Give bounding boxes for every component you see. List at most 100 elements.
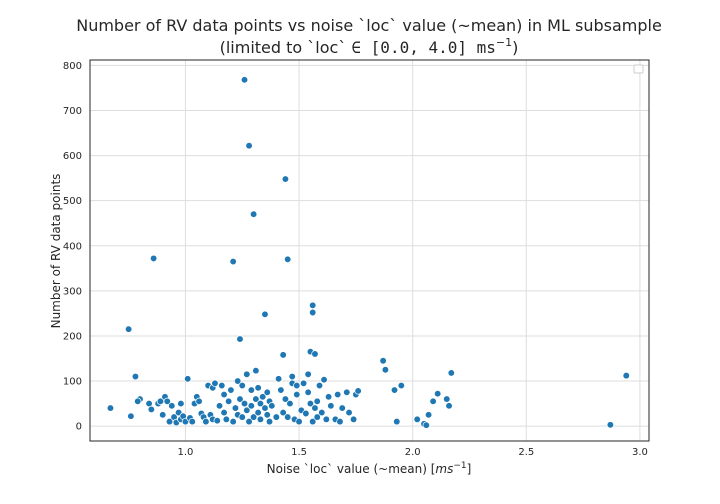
data-point xyxy=(381,366,390,374)
data-point xyxy=(281,395,290,403)
data-point xyxy=(288,372,296,381)
grid-lines xyxy=(90,60,649,441)
y-tick-label: 0 xyxy=(76,422,82,433)
data-point xyxy=(334,390,342,399)
data-point xyxy=(220,408,228,417)
x-axis-label: Noise `loc` value (~mean) [ms−1] xyxy=(267,461,472,476)
data-point xyxy=(211,379,219,387)
data-point xyxy=(309,417,317,426)
data-point xyxy=(263,411,271,419)
data-point xyxy=(234,377,242,385)
data-point xyxy=(229,417,237,426)
data-point xyxy=(443,395,451,403)
data-point xyxy=(324,393,333,401)
data-point xyxy=(134,397,142,405)
data-point xyxy=(304,388,312,396)
data-point xyxy=(220,390,228,399)
x-axis-ticks: 1.0 1.5 2.0 2.5 3.0 xyxy=(177,447,647,458)
data-point xyxy=(606,421,615,429)
data-point xyxy=(177,399,185,408)
data-point xyxy=(184,375,192,383)
data-point xyxy=(163,397,171,405)
data-point xyxy=(313,397,321,405)
y-tick-label: 400 xyxy=(63,241,82,252)
data-point xyxy=(390,386,399,394)
data-point xyxy=(247,402,255,410)
y-tick-label: 300 xyxy=(63,286,82,297)
data-point xyxy=(622,371,630,380)
data-point xyxy=(286,399,294,408)
data-point xyxy=(268,402,276,410)
legend-box xyxy=(633,64,644,74)
x-tick-label: 1.0 xyxy=(177,447,193,458)
data-point xyxy=(343,388,351,396)
data-point xyxy=(354,387,362,395)
data-point xyxy=(279,408,287,417)
data-point xyxy=(243,406,251,414)
data-point xyxy=(445,402,453,410)
data-point xyxy=(311,404,319,412)
data-point xyxy=(277,386,285,394)
data-point xyxy=(240,399,249,408)
data-point xyxy=(238,413,246,421)
chart-title-line2: (limited to `loc` ∈ [0.0, 4.0] ms−1) xyxy=(220,36,519,57)
data-point xyxy=(124,325,133,333)
x-tick-label: 1.5 xyxy=(291,447,307,458)
data-point xyxy=(261,310,269,318)
data-point xyxy=(315,381,324,390)
data-point xyxy=(284,413,292,421)
data-point xyxy=(236,395,244,403)
data-point xyxy=(236,335,244,343)
data-point xyxy=(309,301,317,309)
x-tick-label: 2.5 xyxy=(518,447,534,458)
y-tick-label: 200 xyxy=(63,331,82,342)
data-point xyxy=(318,408,326,417)
data-point xyxy=(263,388,271,396)
y-tick-label: 600 xyxy=(63,151,82,162)
y-tick-label: 100 xyxy=(63,377,82,388)
data-point xyxy=(322,415,330,424)
data-point xyxy=(313,413,321,421)
data-point xyxy=(147,405,156,414)
data-point xyxy=(274,375,283,383)
data-point xyxy=(345,408,353,417)
data-point xyxy=(336,417,344,426)
data-point xyxy=(256,399,265,408)
data-point xyxy=(254,408,262,417)
data-point xyxy=(254,384,262,392)
data-point xyxy=(243,370,251,378)
plot-frame xyxy=(89,59,650,442)
data-point xyxy=(284,255,292,263)
data-point xyxy=(281,175,290,183)
data-point xyxy=(302,409,310,418)
data-point xyxy=(397,381,405,390)
data-point xyxy=(106,404,115,412)
data-point xyxy=(252,395,260,403)
data-point xyxy=(413,415,421,424)
data-point xyxy=(240,76,249,84)
chart-title-line1: Number of RV data points vs noise `loc` … xyxy=(76,16,662,35)
y-tick-label: 700 xyxy=(63,106,82,117)
data-point xyxy=(215,402,224,410)
data-point xyxy=(279,351,287,359)
data-point xyxy=(447,369,455,377)
data-point xyxy=(195,397,203,405)
data-point xyxy=(320,376,328,384)
x-tick-label: 2.0 xyxy=(405,447,421,458)
data-point xyxy=(424,411,433,419)
data-point xyxy=(293,390,301,399)
data-point xyxy=(306,399,315,408)
data-point xyxy=(259,393,267,401)
data-point xyxy=(327,402,335,410)
data-point xyxy=(261,404,269,412)
y-axis-label: Number of RV data points xyxy=(49,174,63,329)
data-point xyxy=(393,417,401,426)
data-point xyxy=(304,370,312,378)
data-point xyxy=(213,417,221,425)
data-point xyxy=(245,417,253,426)
data-point xyxy=(338,404,346,412)
data-point xyxy=(295,417,303,426)
data-point xyxy=(311,350,319,358)
y-tick-label: 500 xyxy=(63,196,82,207)
